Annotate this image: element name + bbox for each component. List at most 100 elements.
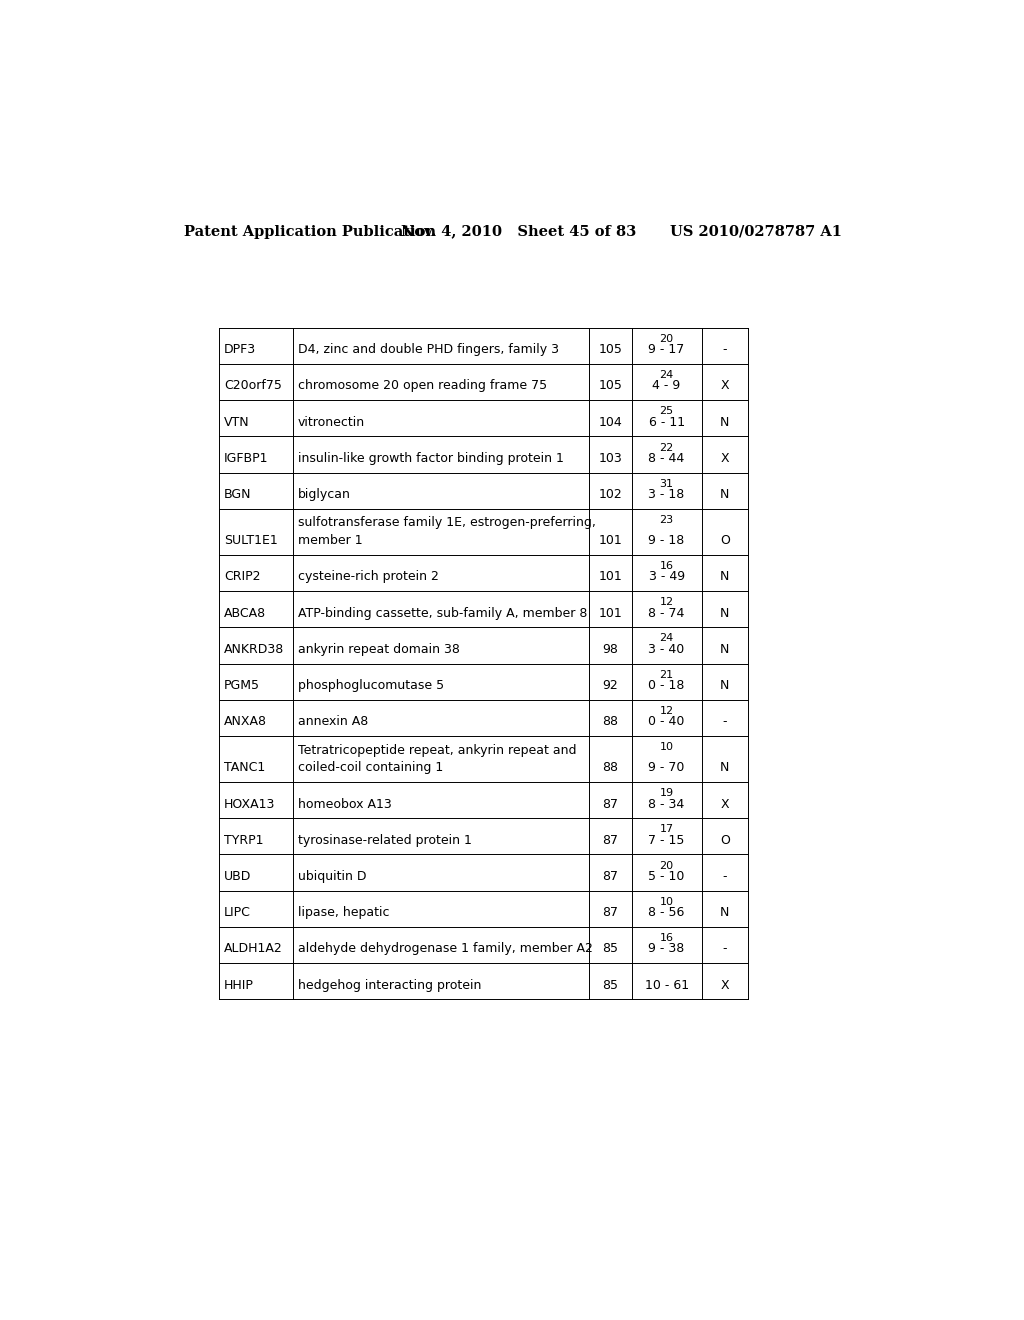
Text: coiled-coil containing 1: coiled-coil containing 1	[298, 762, 443, 775]
Text: HHIP: HHIP	[224, 978, 254, 991]
Text: 5 - 10: 5 - 10	[648, 870, 685, 883]
Text: -: -	[723, 870, 727, 883]
Text: 25: 25	[659, 407, 674, 416]
Text: 3 - 49: 3 - 49	[648, 570, 685, 583]
Text: ATP-binding cassette, sub-family A, member 8: ATP-binding cassette, sub-family A, memb…	[298, 607, 587, 619]
Text: 92: 92	[602, 678, 618, 692]
Text: 9 - 70: 9 - 70	[648, 762, 685, 775]
Text: X: X	[721, 379, 729, 392]
Text: 10: 10	[659, 742, 674, 752]
Text: CRIP2: CRIP2	[224, 570, 260, 583]
Text: ABCA8: ABCA8	[224, 607, 266, 619]
Text: 101: 101	[599, 570, 623, 583]
Text: X: X	[721, 451, 729, 465]
Text: 8 - 34: 8 - 34	[648, 797, 685, 810]
Text: 16: 16	[659, 561, 674, 572]
Text: 3 - 18: 3 - 18	[648, 488, 685, 502]
Text: 17: 17	[659, 825, 674, 834]
Text: N: N	[720, 607, 729, 619]
Text: 10 - 61: 10 - 61	[644, 978, 689, 991]
Text: 104: 104	[599, 416, 623, 429]
Text: PGM5: PGM5	[224, 678, 260, 692]
Text: Nov. 4, 2010   Sheet 45 of 83: Nov. 4, 2010 Sheet 45 of 83	[400, 224, 636, 239]
Text: 3 - 40: 3 - 40	[648, 643, 685, 656]
Text: N: N	[720, 762, 729, 775]
Text: 85: 85	[602, 978, 618, 991]
Text: ANKRD38: ANKRD38	[224, 643, 285, 656]
Text: 103: 103	[599, 451, 623, 465]
Text: chromosome 20 open reading frame 75: chromosome 20 open reading frame 75	[298, 379, 547, 392]
Text: 31: 31	[659, 479, 674, 488]
Text: -: -	[723, 343, 727, 356]
Text: HOXA13: HOXA13	[224, 797, 275, 810]
Text: N: N	[720, 906, 729, 919]
Text: homeobox A13: homeobox A13	[298, 797, 391, 810]
Text: 0 - 18: 0 - 18	[648, 678, 685, 692]
Text: IGFBP1: IGFBP1	[224, 451, 268, 465]
Text: N: N	[720, 643, 729, 656]
Text: -: -	[723, 942, 727, 956]
Text: 8 - 56: 8 - 56	[648, 906, 685, 919]
Text: annexin A8: annexin A8	[298, 715, 368, 729]
Text: 9 - 17: 9 - 17	[648, 343, 685, 356]
Text: 16: 16	[659, 933, 674, 942]
Text: 22: 22	[659, 442, 674, 453]
Text: Tetratricopeptide repeat, ankyrin repeat and: Tetratricopeptide repeat, ankyrin repeat…	[298, 743, 577, 756]
Text: 105: 105	[598, 343, 623, 356]
Text: N: N	[720, 570, 729, 583]
Text: N: N	[720, 678, 729, 692]
Text: 87: 87	[602, 870, 618, 883]
Text: hedgehog interacting protein: hedgehog interacting protein	[298, 978, 481, 991]
Text: 10: 10	[659, 896, 674, 907]
Text: 8 - 74: 8 - 74	[648, 607, 685, 619]
Text: 12: 12	[659, 597, 674, 607]
Text: 102: 102	[599, 488, 623, 502]
Text: VTN: VTN	[224, 416, 250, 429]
Text: 19: 19	[659, 788, 674, 799]
Text: C20orf75: C20orf75	[224, 379, 282, 392]
Text: 87: 87	[602, 834, 618, 847]
Text: ubiquitin D: ubiquitin D	[298, 870, 367, 883]
Text: O: O	[720, 834, 730, 847]
Text: N: N	[720, 488, 729, 502]
Text: 20: 20	[659, 334, 674, 345]
Text: 20: 20	[659, 861, 674, 871]
Text: 23: 23	[659, 515, 674, 525]
Text: 7 - 15: 7 - 15	[648, 834, 685, 847]
Text: X: X	[721, 978, 729, 991]
Text: O: O	[720, 535, 730, 548]
Text: 98: 98	[602, 643, 618, 656]
Text: 4 - 9: 4 - 9	[652, 379, 681, 392]
Text: 101: 101	[599, 535, 623, 548]
Text: ANXA8: ANXA8	[224, 715, 267, 729]
Text: tyrosinase-related protein 1: tyrosinase-related protein 1	[298, 834, 472, 847]
Text: LIPC: LIPC	[224, 906, 251, 919]
Text: 21: 21	[659, 669, 674, 680]
Text: 87: 87	[602, 797, 618, 810]
Text: 88: 88	[602, 715, 618, 729]
Text: 101: 101	[599, 607, 623, 619]
Text: SULT1E1: SULT1E1	[224, 535, 278, 548]
Text: biglycan: biglycan	[298, 488, 350, 502]
Text: 12: 12	[659, 706, 674, 715]
Text: cysteine-rich protein 2: cysteine-rich protein 2	[298, 570, 438, 583]
Text: TANC1: TANC1	[224, 762, 265, 775]
Text: 0 - 40: 0 - 40	[648, 715, 685, 729]
Text: 87: 87	[602, 906, 618, 919]
Text: BGN: BGN	[224, 488, 252, 502]
Text: ankyrin repeat domain 38: ankyrin repeat domain 38	[298, 643, 460, 656]
Text: N: N	[720, 416, 729, 429]
Text: 85: 85	[602, 942, 618, 956]
Text: 8 - 44: 8 - 44	[648, 451, 685, 465]
Text: -: -	[723, 715, 727, 729]
Text: insulin-like growth factor binding protein 1: insulin-like growth factor binding prote…	[298, 451, 563, 465]
Text: lipase, hepatic: lipase, hepatic	[298, 906, 389, 919]
Text: 24: 24	[659, 634, 674, 643]
Text: phosphoglucomutase 5: phosphoglucomutase 5	[298, 678, 443, 692]
Text: X: X	[721, 797, 729, 810]
Text: member 1: member 1	[298, 535, 362, 548]
Text: 6 - 11: 6 - 11	[648, 416, 685, 429]
Text: ALDH1A2: ALDH1A2	[224, 942, 283, 956]
Text: 88: 88	[602, 762, 618, 775]
Text: 105: 105	[598, 379, 623, 392]
